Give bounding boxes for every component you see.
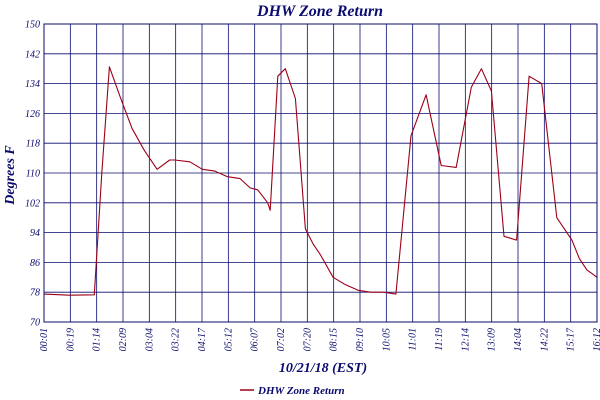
legend-label: DHW Zone Return bbox=[257, 385, 345, 397]
x-tick-label: 00:19 bbox=[65, 328, 76, 351]
x-tick-label: 13:09 bbox=[487, 328, 498, 351]
y-tick-label: 110 bbox=[26, 169, 40, 180]
x-tick-label: 12:14 bbox=[460, 328, 471, 351]
x-tick-label: 05:12 bbox=[223, 328, 234, 351]
y-axis-label: Degrees F bbox=[3, 145, 18, 206]
x-tick-label: 08:15 bbox=[329, 328, 340, 351]
y-tick-label: 78 bbox=[30, 288, 40, 299]
x-tick-label: 10:05 bbox=[381, 328, 392, 351]
x-tick-label: 01:14 bbox=[92, 328, 103, 351]
x-tick-label: 14:04 bbox=[513, 328, 524, 351]
x-tick-labels: 00:01 00:19 01:14 02:09 03:04 03:22 04:17 05:12… bbox=[39, 327, 600, 351]
y-tick-labels: 70 78 86 94 102 110 118 126 134 142 150 bbox=[25, 20, 40, 329]
series-group bbox=[43, 66, 598, 296]
x-tick-label: 11:01 bbox=[408, 328, 419, 351]
x-tick-label: 09:10 bbox=[355, 328, 366, 351]
x-tick-label: 04:17 bbox=[197, 327, 208, 351]
x-tick-label: 11:19 bbox=[434, 328, 445, 351]
x-tick-label: 02:09 bbox=[118, 328, 129, 351]
y-tick-label: 126 bbox=[25, 109, 40, 120]
y-tick-label: 86 bbox=[30, 258, 40, 269]
x-tick-label: 14:22 bbox=[539, 328, 550, 351]
x-tick-label: 07:20 bbox=[302, 328, 313, 351]
x-tick-label: 06:07 bbox=[250, 327, 261, 351]
y-tick-label: 150 bbox=[25, 20, 40, 31]
x-tick-label: 16:12 bbox=[592, 328, 600, 351]
y-tick-label: 142 bbox=[25, 49, 40, 60]
x-tick-label: 15:17 bbox=[566, 327, 577, 351]
chart-title: DHW Zone Return bbox=[256, 3, 383, 20]
y-tick-label: 118 bbox=[26, 139, 40, 150]
x-tick-label: 03:04 bbox=[144, 328, 155, 351]
x-tick-label: 03:22 bbox=[171, 328, 182, 351]
x-tick-label: 07:02 bbox=[276, 328, 287, 351]
x-tick-label: 00:01 bbox=[39, 328, 50, 351]
y-tick-label: 134 bbox=[25, 79, 40, 90]
y-tick-label: 94 bbox=[30, 228, 40, 239]
legend: DHW Zone Return bbox=[240, 385, 345, 397]
series-line-0 bbox=[43, 66, 598, 296]
plot-area-frame bbox=[43, 23, 598, 323]
y-tick-label: 70 bbox=[30, 318, 40, 329]
y-tick-label: 102 bbox=[25, 198, 40, 209]
x-axis-label: 10/21/18 (EST) bbox=[279, 361, 367, 376]
